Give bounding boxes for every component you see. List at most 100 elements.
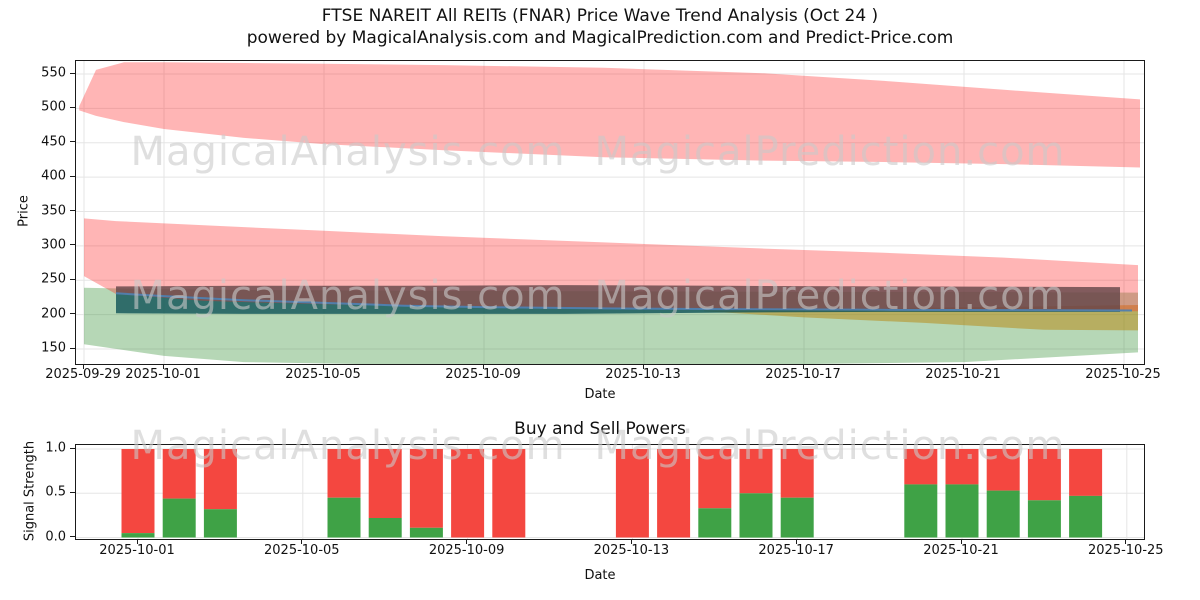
buy-bar-segment — [162, 498, 196, 538]
sell-bar-segment — [657, 449, 691, 538]
price-y-tick-label: 150 — [41, 340, 66, 356]
sell-bar-segment — [368, 449, 402, 518]
powers-title: Buy and Sell Powers — [514, 419, 686, 439]
sell-bar-segment — [1069, 449, 1103, 496]
mid-forecast-band-pink — [84, 218, 1138, 312]
buy-bar-segment — [121, 533, 155, 538]
sell-bar-segment — [203, 449, 237, 510]
price-chart-plot-area — [75, 60, 1145, 365]
sell-bar-segment — [409, 449, 443, 528]
price-x-tick-label: 2025-10-13 — [605, 367, 681, 382]
sell-bar-segment — [451, 449, 485, 538]
price-x-axis-label-text: Date — [584, 387, 616, 402]
buy-bar-segment — [1027, 500, 1061, 538]
powers-x-axis-label: Date — [0, 568, 1200, 583]
powers-y-tick-mark — [70, 447, 75, 449]
sell-bar-segment — [492, 449, 526, 538]
price-x-tick-label: 2025-10-17 — [765, 367, 841, 382]
sell-bar-segment — [121, 449, 155, 534]
sell-bar-segment — [780, 449, 814, 498]
price-y-tick-label: 300 — [41, 237, 66, 253]
powers-y-tick-label: 0.0 — [45, 529, 66, 544]
price-x-tick-label: 2025-10-01 — [125, 367, 201, 382]
price-x-tick-mark — [482, 364, 484, 369]
buy-bar-segment — [1069, 495, 1103, 538]
price-x-tick-label: 2025-10-21 — [925, 367, 1001, 382]
price-y-tick-label: 250 — [41, 271, 66, 287]
chart-subtitle: powered by MagicalAnalysis.com and Magic… — [246, 28, 954, 48]
sell-bar-segment — [162, 449, 196, 499]
powers-y-axis-label: Signal Strength — [22, 440, 38, 542]
price-y-tick-mark — [70, 347, 75, 349]
buy-bar-segment — [698, 508, 732, 538]
buy-bar-segment — [780, 497, 814, 538]
sell-bar-segment — [327, 449, 361, 498]
price-y-tick-label: 350 — [41, 203, 66, 218]
price-x-tick-mark — [162, 364, 164, 369]
price-y-tick-label: 500 — [41, 99, 66, 115]
price-x-axis-label: Date — [0, 387, 1200, 402]
powers-x-tick-label: 2025-10-05 — [264, 543, 340, 558]
powers-y-tick-label: 1.0 — [45, 440, 66, 456]
price-y-tick-mark — [70, 175, 75, 177]
price-y-tick-mark — [70, 244, 75, 246]
sell-bar-segment — [945, 449, 979, 485]
powers-x-tick-mark — [960, 539, 962, 544]
price-x-tick-mark — [1122, 364, 1124, 369]
price-chart — [76, 61, 1144, 364]
buy-bar-segment — [409, 527, 443, 538]
trend-channel-teal — [116, 285, 1120, 314]
powers-x-axis-label-text: Date — [584, 568, 616, 583]
powers-chart — [76, 445, 1144, 539]
powers-y-tick-label: 0.5 — [45, 484, 66, 500]
trend-line-blue — [115, 292, 1133, 312]
price-x-tick-mark — [82, 364, 84, 369]
price-x-tick-mark — [322, 364, 324, 369]
price-x-tick-mark — [642, 364, 644, 369]
price-y-tick-mark — [70, 141, 75, 143]
price-y-tick-label: 200 — [41, 306, 66, 322]
buy-bar-segment — [327, 497, 361, 538]
buy-bar-segment — [904, 484, 938, 538]
price-y-tick-mark — [70, 106, 75, 108]
sell-bar-segment — [986, 449, 1020, 491]
price-y-tick-mark — [70, 278, 75, 280]
powers-x-tick-mark — [630, 539, 632, 544]
price-y-tick-mark — [70, 210, 75, 211]
powers-x-tick-mark — [136, 539, 138, 544]
price-y-tick-label: 400 — [41, 168, 66, 184]
powers-x-tick-label: 2025-10-01 — [99, 543, 175, 558]
sell-bar-segment — [904, 449, 938, 485]
price-x-tick-label: 2025-09-29 — [45, 367, 121, 382]
buy-bar-segment — [203, 509, 237, 538]
powers-chart-plot-area — [75, 444, 1145, 540]
sell-bar-segment — [698, 449, 732, 509]
powers-x-tick-label: 2025-10-17 — [758, 543, 834, 558]
price-x-tick-mark — [962, 364, 964, 369]
powers-x-tick-mark — [301, 539, 303, 544]
powers-x-tick-mark — [795, 539, 797, 544]
upper-forecast-band-pink — [79, 62, 1141, 168]
powers-y-tick-mark — [70, 491, 75, 493]
powers-x-tick-mark — [466, 539, 468, 544]
powers-x-tick-label: 2025-10-09 — [428, 543, 505, 558]
buy-bar-segment — [986, 490, 1020, 538]
powers-y-tick-mark — [70, 536, 75, 537]
powers-x-tick-mark — [1125, 539, 1127, 544]
sell-bar-segment — [1027, 449, 1061, 501]
powers-x-tick-label: 2025-10-13 — [593, 543, 670, 558]
price-y-tick-label: 450 — [41, 134, 66, 150]
powers-x-tick-label: 2025-10-21 — [923, 543, 999, 558]
chart-title: FTSE NAREIT All REITs (FNAR) Price Wave … — [321, 6, 879, 26]
price-x-tick-label: 2025-10-09 — [445, 367, 521, 382]
price-y-tick-mark — [70, 313, 75, 315]
price-x-tick-mark — [802, 364, 804, 369]
sell-bar-segment — [739, 449, 773, 494]
price-x-tick-label: 2025-10-05 — [285, 367, 361, 382]
buy-bar-segment — [945, 484, 979, 538]
price-y-tick-mark — [70, 72, 75, 74]
buy-bar-segment — [368, 518, 402, 538]
price-y-tick-label: 550 — [41, 65, 66, 81]
sell-bar-segment — [615, 449, 649, 538]
